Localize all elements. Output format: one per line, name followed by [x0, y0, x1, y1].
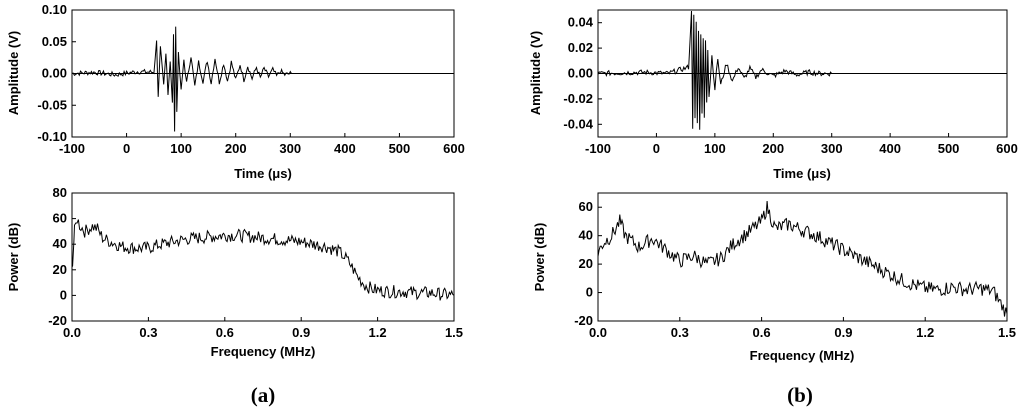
- plot-frame: [597, 192, 1008, 322]
- x-tick-label: 500: [938, 141, 960, 156]
- x-tick-label: 1.5: [445, 325, 463, 340]
- x-tick-label: -100: [585, 141, 611, 156]
- y-tick-labels: -20 0 20 40 60: [574, 199, 593, 328]
- chart-b-spectrum: 0.0 0.3 0.6 0.9 1.2 1.5 -20 0 20 40 60 Frequency …: [532, 192, 1016, 363]
- x-axis-label: Frequency (MHz): [750, 348, 855, 363]
- x-tick-label: 0.9: [292, 325, 310, 340]
- x-tick-label: 100: [170, 141, 192, 156]
- x-tick-label: 0: [123, 141, 130, 156]
- y-tick-label: 40: [53, 236, 67, 251]
- x-tick-label: 0.3: [671, 325, 689, 340]
- x-tick-label: 1.2: [916, 325, 934, 340]
- x-tick-label: 400: [334, 141, 356, 156]
- x-tick-label: -100: [59, 141, 85, 156]
- x-tick-label: 500: [389, 141, 411, 156]
- y-axis-label: Amplitude (V): [6, 31, 21, 116]
- x-tick-label: 300: [821, 141, 843, 156]
- x-tick-label: 600: [996, 141, 1018, 156]
- x-tick-labels: -100 0 100 200 300 400 500 600: [585, 141, 1018, 156]
- y-tick-label: 20: [579, 256, 593, 271]
- y-tick-label: 20: [53, 262, 67, 277]
- x-axis-label: Frequency (MHz): [211, 344, 316, 359]
- y-tick-label: 60: [53, 211, 67, 226]
- plot-frame: [71, 192, 455, 322]
- x-tick-label: 0.6: [753, 325, 771, 340]
- x-tick-label: 200: [762, 141, 784, 156]
- x-tick-label: 200: [225, 141, 247, 156]
- chart-b-time: -100 0 100 200 300 400 500 600 -0.04 -0.02 0.00 0.…: [528, 9, 1018, 181]
- x-tick-label: 300: [279, 141, 301, 156]
- x-tick-labels: -100 0 100 200 300 400 500 600: [59, 141, 465, 156]
- y-tick-label: 40: [579, 228, 593, 243]
- x-axis-label: Time (μs): [234, 166, 292, 181]
- y-tick-label: 0.02: [568, 40, 593, 55]
- y-tick-label: 0.10: [42, 2, 67, 17]
- y-tick-label: -20: [574, 313, 593, 328]
- chart-a-time: -100 0 100 200 300 400 500 600 -0.10 -0.05 0.00 0.…: [6, 2, 465, 181]
- signal-line: [597, 10, 1007, 130]
- y-axis-label: Power (dB): [532, 223, 547, 292]
- panel-label-a: (a): [251, 383, 276, 407]
- chart-a-spectrum: 0.0 0.3 0.6 0.9 1.2 1.5 -20 0 20 40 60 80 Frequenc…: [6, 185, 463, 359]
- y-tick-label: -20: [48, 313, 67, 328]
- x-tick-label: 0: [653, 141, 660, 156]
- x-tick-label: 600: [443, 141, 465, 156]
- y-tick-label: 0.05: [42, 34, 67, 49]
- x-tick-label: 1.2: [369, 325, 387, 340]
- y-tick-labels: -0.10 -0.05 0.00 0.05 0.10: [37, 2, 67, 144]
- signal-line: [71, 219, 455, 301]
- y-tick-label: 0.00: [42, 66, 67, 81]
- y-tick-label: -0.10: [37, 129, 67, 144]
- y-tick-label: 0: [586, 285, 593, 300]
- y-tick-labels: -0.04 -0.02 0.00 0.02 0.04: [563, 15, 593, 132]
- y-tick-label: -0.02: [563, 91, 593, 106]
- x-tick-label: 100: [704, 141, 726, 156]
- signal-line: [71, 26, 454, 132]
- tick-marks: [597, 206, 1008, 322]
- tick-marks: [71, 192, 455, 322]
- x-tick-labels: 0.0 0.3 0.6 0.9 1.2 1.5: [589, 325, 1016, 340]
- x-tick-label: 0.6: [216, 325, 234, 340]
- y-axis-label: Amplitude (V): [528, 31, 543, 116]
- y-tick-label: -0.05: [37, 97, 67, 112]
- y-axis-label: Power (dB): [6, 223, 21, 292]
- x-tick-label: 1.5: [998, 325, 1016, 340]
- x-tick-label: 400: [879, 141, 901, 156]
- y-tick-label: 0: [60, 287, 67, 302]
- tick-marks: [597, 22, 1008, 137]
- y-tick-label: 60: [579, 199, 593, 214]
- y-tick-label: 80: [53, 185, 67, 200]
- y-tick-label: -0.04: [563, 116, 593, 131]
- x-axis-label: Time (μs): [773, 166, 831, 181]
- signal-line: [597, 200, 1008, 317]
- x-tick-label: 0.0: [63, 325, 81, 340]
- x-tick-label: 0.9: [834, 325, 852, 340]
- y-tick-label: 0.00: [568, 66, 593, 81]
- x-tick-labels: 0.0 0.3 0.6 0.9 1.2 1.5: [63, 325, 463, 340]
- panel-label-b: (b): [787, 383, 813, 407]
- x-tick-label: 0.3: [139, 325, 157, 340]
- y-tick-labels: -20 0 20 40 60 80: [48, 185, 67, 328]
- y-tick-label: 0.04: [568, 15, 594, 30]
- x-tick-label: 0.0: [589, 325, 607, 340]
